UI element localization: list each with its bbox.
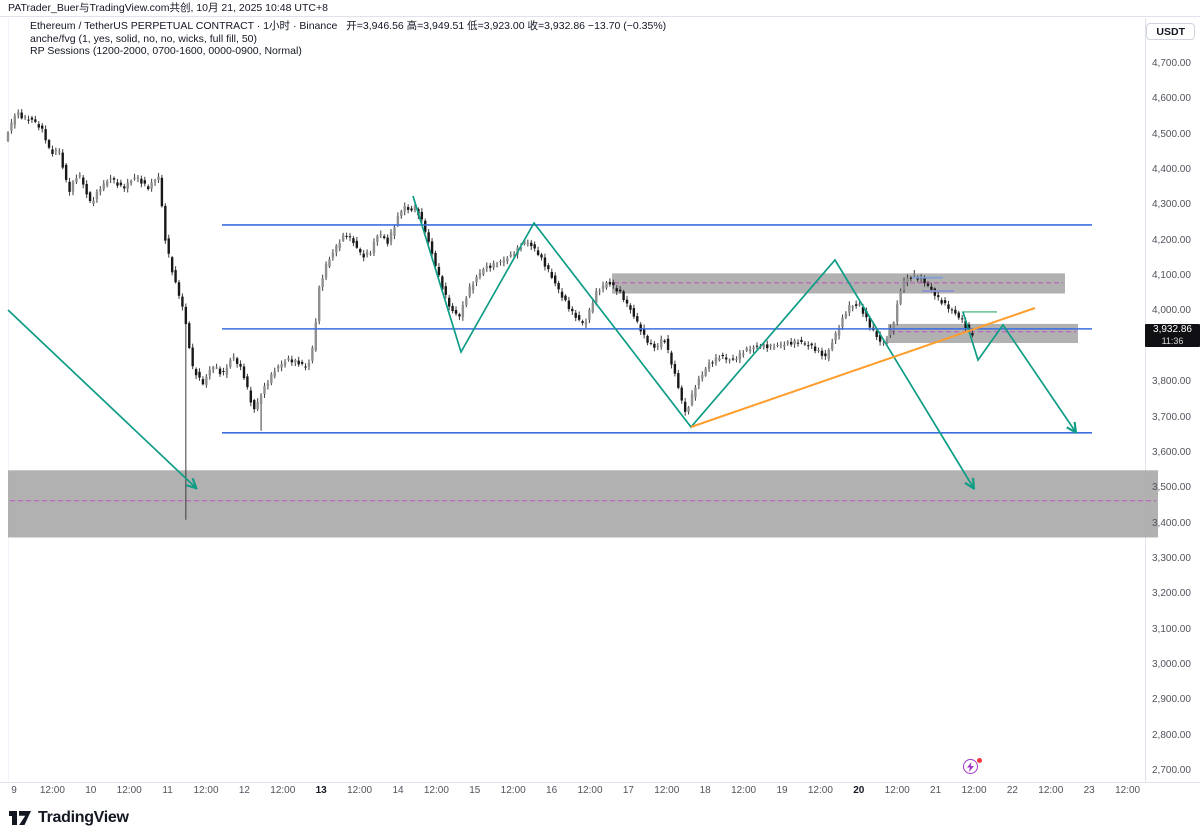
- window-title: PATrader_Buer与TradingView.com共创, 10月 21,…: [8, 2, 328, 14]
- time-axis-label: 12:00: [731, 785, 757, 796]
- price-axis-label: 3,000.00: [1152, 659, 1191, 671]
- time-axis-label: 12:00: [423, 785, 449, 796]
- price-axis-label: 4,000.00: [1152, 305, 1191, 317]
- symbol-description: Ethereum / TetherUS PERPETUAL CONTRACT ·…: [30, 20, 338, 32]
- price-axis-label: 3,800.00: [1152, 376, 1191, 388]
- ascending-trendline[interactable]: [690, 307, 1036, 428]
- price-axis-label: 3,300.00: [1152, 552, 1191, 564]
- time-axis-label: 12:00: [39, 785, 65, 796]
- time-axis-label: 12:00: [193, 785, 219, 796]
- lightning-icon: [967, 762, 974, 772]
- time-axis-label: 12:00: [654, 785, 680, 796]
- time-axis-label: 12:00: [500, 785, 526, 796]
- time-axis-label: 12:00: [1038, 785, 1064, 796]
- time-axis-label: 12:00: [577, 785, 603, 796]
- price-axis-label: 4,200.00: [1152, 234, 1191, 246]
- time-axis-label: 12:00: [347, 785, 373, 796]
- price-axis-label: 4,300.00: [1152, 199, 1191, 211]
- time-axis-label: 18: [699, 785, 711, 796]
- time-axis[interactable]: 9 12:00 10 12:00 11 12:00 12 12:00 13 12:00 14 12:0…: [0, 783, 1145, 800]
- notification-dot: [977, 758, 982, 763]
- axis-separators: [0, 18, 1200, 783]
- time-axis-label: 10: [85, 785, 97, 796]
- time-axis-label: 11: [162, 785, 173, 796]
- projection-zigzag-right[interactable]: [962, 311, 1075, 431]
- session-zones: [8, 273, 1158, 538]
- price-axis-label: 4,700.00: [1152, 58, 1191, 69]
- price-axis[interactable]: 4,700.00 4,600.00 4,500.00 4,400.00 4,300.00…: [1146, 18, 1200, 782]
- price-axis-label: 3,200.00: [1152, 588, 1191, 600]
- currency-usdt-button[interactable]: USDT: [1146, 23, 1195, 40]
- trend-lines: [7, 195, 1075, 487]
- price-axis-label: 2,700.00: [1152, 765, 1191, 777]
- footer-bar: TradingView: [0, 800, 1200, 839]
- time-axis-label: 15: [469, 785, 481, 796]
- event-marker-icon[interactable]: [963, 758, 982, 777]
- time-axis-label: 13: [315, 785, 327, 796]
- price-axis-label: 3,700.00: [1152, 411, 1191, 423]
- price-axis-label: 3,400.00: [1152, 517, 1191, 529]
- legend-symbol-row[interactable]: Ethereum / TetherUS PERPETUAL CONTRACT ·…: [30, 20, 667, 33]
- tradingview-wordmark: TradingView: [38, 809, 129, 826]
- candlestick-series: [6, 109, 974, 520]
- time-axis-label: 21: [930, 785, 942, 796]
- time-axis-label: 12:00: [270, 785, 296, 796]
- time-axis-label: 12:00: [884, 785, 910, 796]
- time-axis-label: 22: [1006, 785, 1018, 796]
- time-axis-label: 16: [546, 785, 558, 796]
- tradingview-logo[interactable]: TradingView: [9, 809, 129, 827]
- price-axis-label: 4,100.00: [1152, 270, 1191, 282]
- horizontal-levels: [222, 224, 1092, 434]
- tradingview-mark-icon: [9, 811, 31, 825]
- time-axis-label: 14: [392, 785, 404, 796]
- price-axis-label: 3,600.00: [1152, 446, 1191, 458]
- price-axis-label: 2,800.00: [1152, 729, 1191, 741]
- price-axis-label: 2,900.00: [1152, 694, 1191, 706]
- price-axis-label: 4,500.00: [1152, 128, 1191, 140]
- time-axis-label: 9: [11, 785, 17, 796]
- time-axis-label: 12:00: [1115, 785, 1141, 796]
- price-axis-label: 4,600.00: [1152, 93, 1191, 105]
- time-axis-label: 12:00: [116, 785, 142, 796]
- legend-indicator-rp-sessions[interactable]: RP Sessions (1200-2000, 0700-1600, 0000-…: [30, 45, 302, 57]
- price-chart[interactable]: [0, 0, 1200, 800]
- projection-arrow-left[interactable]: [7, 309, 195, 487]
- projection-zigzag-main[interactable]: [412, 195, 973, 487]
- time-axis-label: 20: [853, 785, 865, 796]
- time-axis-label: 12:00: [961, 785, 987, 796]
- price-axis-label: 3,500.00: [1152, 482, 1191, 494]
- last-price-badge: 3,932.86 11:36: [1145, 324, 1200, 347]
- legend-indicator-anchefvg[interactable]: anche/fvg (1, yes, solid, no, no, wicks,…: [30, 32, 258, 45]
- window-title-bar: PATrader_Buer与TradingView.com共创, 10月 21,…: [0, 0, 1200, 17]
- bar-countdown: 11:36: [1161, 336, 1184, 346]
- price-axis-label: 3,100.00: [1152, 623, 1191, 635]
- time-axis-label: 23: [1083, 785, 1095, 796]
- price-axis-label: 4,400.00: [1152, 164, 1191, 176]
- session-zone-upper: [612, 273, 1065, 294]
- session-zone-bottom-band: [8, 470, 1158, 538]
- time-axis-label: 12: [238, 785, 250, 796]
- time-axis-label: 12:00: [807, 785, 833, 796]
- event-circle-icon: [963, 759, 978, 774]
- time-axis-label: 19: [776, 785, 788, 796]
- time-axis-label: 17: [622, 785, 634, 796]
- last-price-value: 3,932.86: [1153, 324, 1192, 335]
- chart-legend: Ethereum / TetherUS PERPETUAL CONTRACT ·…: [30, 20, 667, 59]
- short-level-marks: [912, 276, 997, 313]
- ohlc-values: 开=3,946.56 高=3,949.51 低=3,923.00 收=3,932…: [346, 20, 667, 32]
